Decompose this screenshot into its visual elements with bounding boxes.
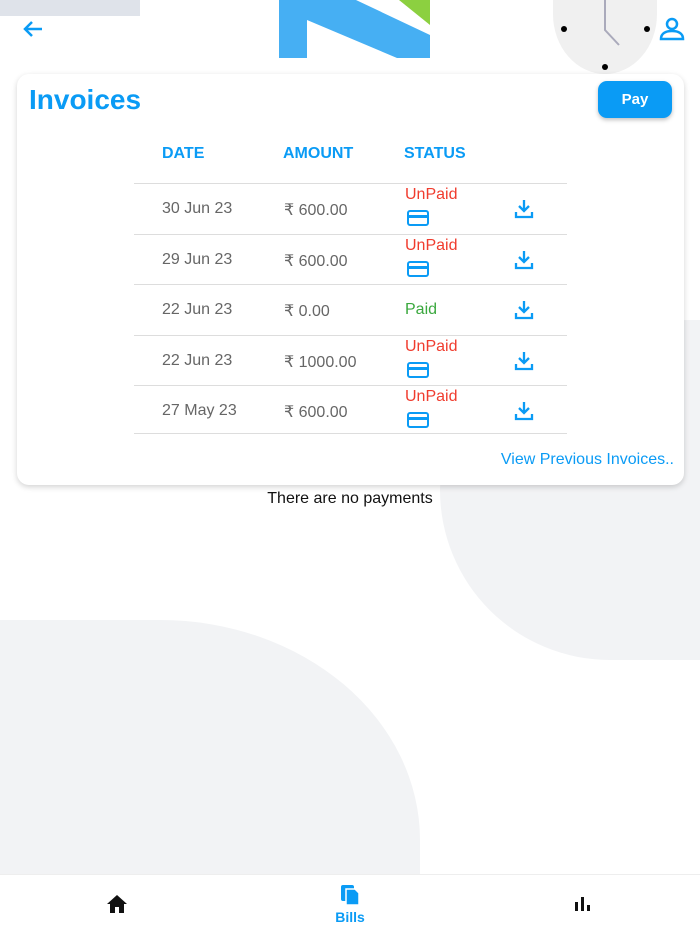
invoice-date: 22 Jun 23 xyxy=(162,301,233,318)
table-row: 29 Jun 23 ₹ 600.00 UnPaid xyxy=(134,233,567,285)
bg-shape xyxy=(0,0,140,16)
invoice-amount: ₹ 600.00 xyxy=(284,404,348,421)
invoice-date: 30 Jun 23 xyxy=(162,200,233,217)
credit-card-icon[interactable] xyxy=(407,412,429,428)
divider xyxy=(134,433,567,434)
column-date: DATE xyxy=(162,145,205,162)
profile-icon[interactable] xyxy=(659,17,685,41)
invoice-status: UnPaid xyxy=(405,186,458,203)
table-row: 22 Jun 23 ₹ 1000.00 UnPaid xyxy=(134,334,567,386)
invoice-status: UnPaid xyxy=(405,236,458,254)
bills-icon xyxy=(341,885,360,906)
download-icon[interactable] xyxy=(514,351,534,371)
invoice-date: 27 May 23 xyxy=(162,402,237,419)
credit-card-icon[interactable] xyxy=(407,260,429,277)
invoice-amount: ₹ 0.00 xyxy=(284,303,330,320)
logo xyxy=(279,0,430,58)
column-status: STATUS xyxy=(404,145,466,162)
table-row: 27 May 23 ₹ 600.00 UnPaid xyxy=(134,385,567,436)
bottom-nav: Bills xyxy=(0,874,700,934)
invoices-card: Invoices Pay DATE AMOUNT STATUS 30 Jun 2… xyxy=(17,74,684,485)
column-amount: AMOUNT xyxy=(283,145,354,162)
page-title: Invoices xyxy=(29,84,142,115)
pay-button[interactable]: Pay xyxy=(598,81,672,118)
invoice-status: UnPaid xyxy=(405,388,458,405)
invoice-amount: ₹ 1000.00 xyxy=(284,353,357,371)
download-icon[interactable] xyxy=(514,300,534,320)
nav-bills[interactable]: Bills xyxy=(325,883,375,925)
credit-card-icon[interactable] xyxy=(407,361,429,378)
home-icon[interactable] xyxy=(106,894,128,914)
back-arrow-icon[interactable] xyxy=(22,18,46,40)
invoice-amount: ₹ 600.00 xyxy=(284,252,348,270)
stats-icon[interactable] xyxy=(574,895,592,911)
view-previous-invoices-link[interactable]: View Previous Invoices.. xyxy=(500,451,674,468)
download-icon[interactable] xyxy=(514,401,534,421)
credit-card-icon[interactable] xyxy=(407,210,429,226)
clock-decoration xyxy=(553,0,657,74)
invoice-status: Paid xyxy=(405,301,438,318)
invoice-amount: ₹ 600.00 xyxy=(284,202,348,219)
bg-shape xyxy=(0,620,420,874)
table-row: 22 Jun 23 ₹ 0.00 Paid xyxy=(134,284,567,335)
invoice-status: UnPaid xyxy=(405,337,458,355)
table-row: 30 Jun 23 ₹ 600.00 UnPaid xyxy=(134,183,567,234)
invoice-date: 22 Jun 23 xyxy=(162,351,233,369)
nav-bills-label: Bills xyxy=(335,909,365,925)
download-icon[interactable] xyxy=(514,250,534,270)
download-icon[interactable] xyxy=(514,199,534,219)
no-payments-message: There are no payments xyxy=(267,490,433,507)
invoice-date: 29 Jun 23 xyxy=(162,250,233,268)
